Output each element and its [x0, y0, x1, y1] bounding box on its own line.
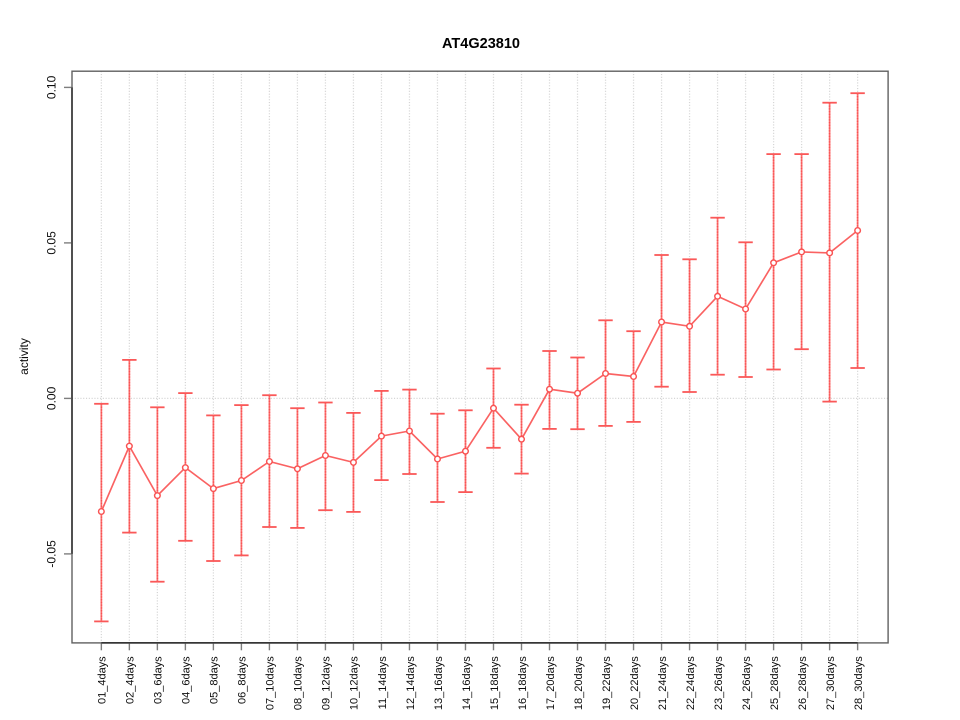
svg-text:08_10days: 08_10days — [293, 656, 305, 710]
svg-text:-0.05: -0.05 — [44, 540, 58, 568]
svg-text:13_16days: 13_16days — [433, 656, 445, 710]
svg-text:26_28days: 26_28days — [797, 656, 809, 710]
svg-text:17_20days: 17_20days — [545, 656, 557, 710]
svg-text:14_16days: 14_16days — [461, 656, 473, 710]
svg-text:10_12days: 10_12days — [349, 656, 361, 710]
svg-text:0.10: 0.10 — [44, 75, 58, 99]
svg-text:16_18days: 16_18days — [517, 656, 529, 710]
svg-text:04_6days: 04_6days — [181, 656, 193, 704]
svg-text:15_18days: 15_18days — [489, 656, 501, 710]
svg-text:23_26days: 23_26days — [713, 656, 725, 710]
svg-text:19_22days: 19_22days — [601, 656, 613, 710]
svg-text:09_12days: 09_12days — [321, 656, 333, 710]
svg-text:24_26days: 24_26days — [741, 656, 753, 710]
svg-text:AT4G23810: AT4G23810 — [442, 36, 520, 52]
svg-text:20_22days: 20_22days — [629, 656, 641, 710]
svg-text:05_8days: 05_8days — [209, 656, 221, 704]
svg-text:22_24days: 22_24days — [685, 656, 697, 710]
svg-text:11_14days: 11_14days — [377, 656, 389, 710]
svg-text:12_14days: 12_14days — [405, 656, 417, 710]
svg-text:25_28days: 25_28days — [769, 656, 781, 710]
svg-text:02_4days: 02_4days — [125, 656, 137, 704]
svg-text:0.05: 0.05 — [44, 231, 58, 255]
svg-text:07_10days: 07_10days — [265, 656, 277, 710]
svg-text:28_30days: 28_30days — [853, 656, 865, 710]
svg-text:18_20days: 18_20days — [573, 656, 585, 710]
svg-text:activity: activity — [17, 338, 31, 375]
svg-text:27_30days: 27_30days — [825, 656, 837, 710]
svg-text:06_8days: 06_8days — [237, 656, 249, 704]
svg-text:01_4days: 01_4days — [97, 656, 109, 704]
svg-text:03_6days: 03_6days — [153, 656, 165, 704]
svg-text:0.00: 0.00 — [44, 386, 58, 410]
svg-text:21_24days: 21_24days — [657, 656, 669, 710]
